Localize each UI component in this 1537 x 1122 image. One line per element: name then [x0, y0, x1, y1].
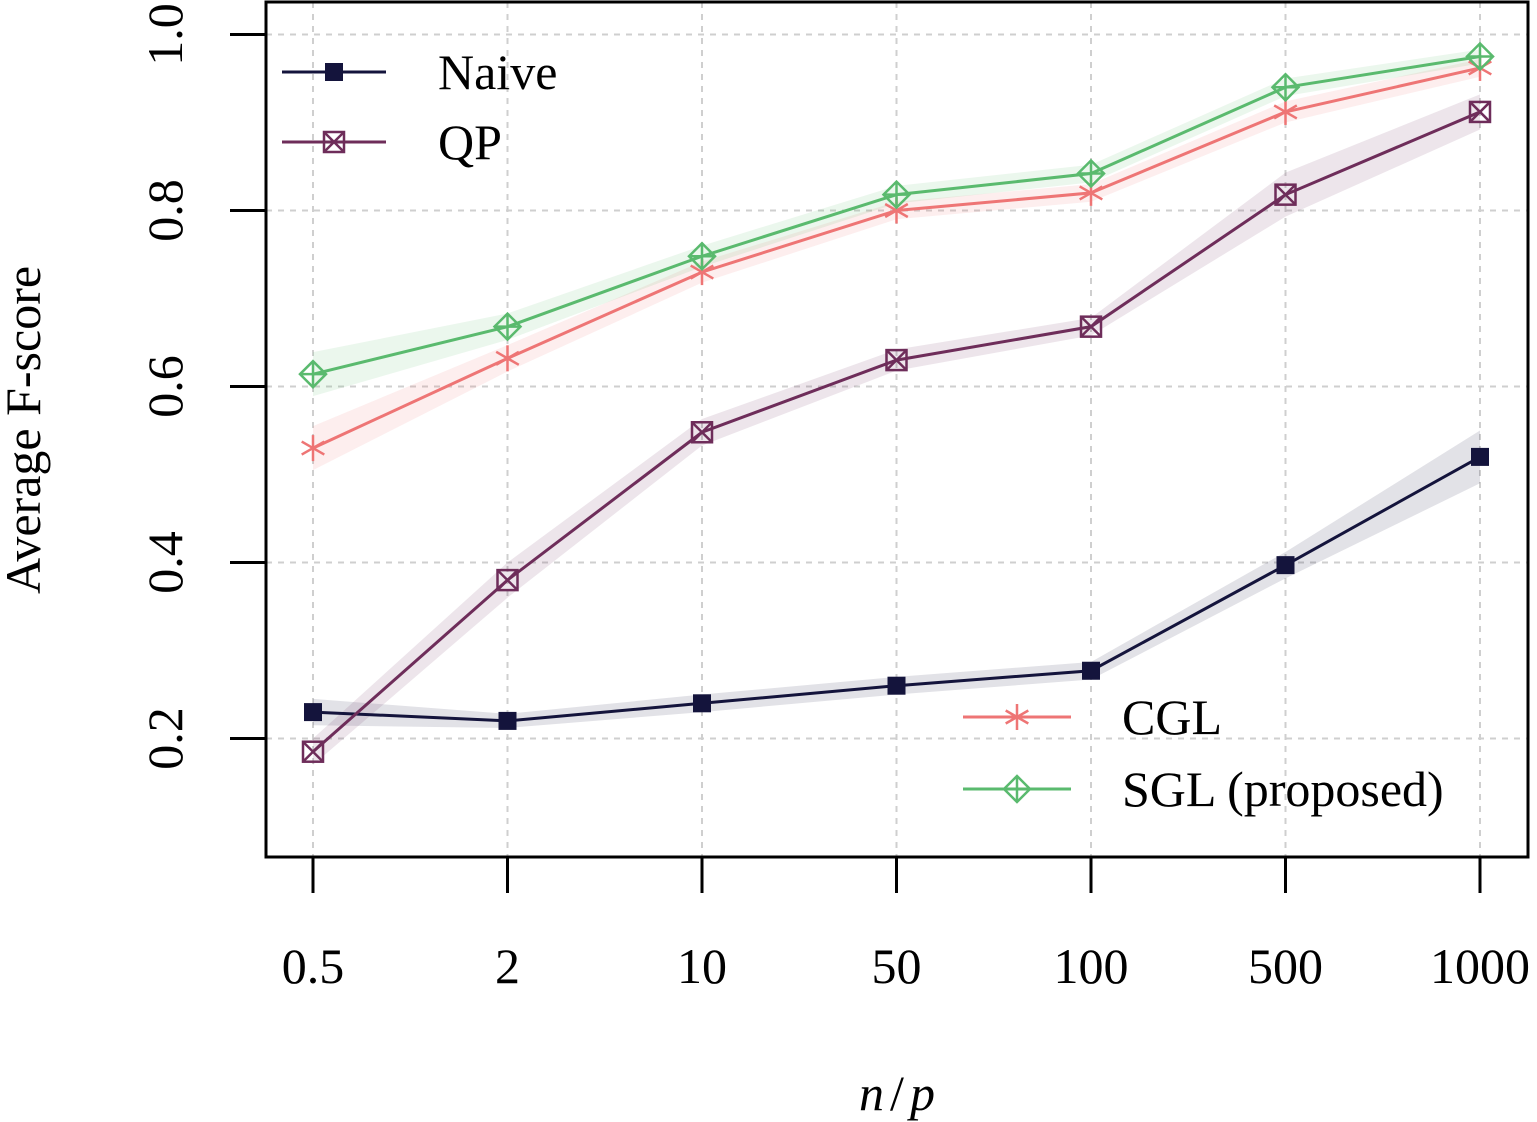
point-naive	[887, 676, 906, 695]
legend: Naive QP CGL SGL (proposed)	[282, 44, 1444, 817]
x-axis-title: n / p	[859, 1065, 935, 1121]
point-qp	[1274, 183, 1297, 206]
y-tick-label: 0.4	[137, 531, 193, 594]
point-qp	[1079, 315, 1103, 338]
legend-item-naive: Naive	[282, 44, 557, 100]
point-sgl-proposed	[298, 359, 328, 389]
point-qp	[301, 740, 325, 763]
legend-item-sgl-proposed: SGL (proposed)	[963, 761, 1444, 817]
legend-label: QP	[438, 114, 502, 170]
legend-item-cgl: CGL	[963, 689, 1222, 745]
point-qp	[690, 421, 714, 444]
legend-label: CGL	[1122, 689, 1222, 745]
point-sgl-proposed	[1076, 158, 1106, 189]
band-cgl	[313, 59, 1480, 471]
point-qp	[496, 568, 519, 592]
band-sgl-proposed	[313, 49, 1480, 397]
legend-marker	[322, 130, 346, 154]
point-cgl	[495, 345, 520, 372]
legend-item-qp: QP	[282, 114, 502, 170]
point-sgl-proposed	[687, 241, 717, 272]
x-tick-label: 2	[495, 938, 520, 994]
point-naive	[498, 711, 517, 730]
point-cgl	[301, 435, 325, 462]
y-tick-label: 0.8	[137, 179, 193, 242]
x-tick-label: 100	[1054, 938, 1129, 994]
x-tick-label: 1000	[1430, 938, 1530, 994]
legend-marker	[325, 63, 343, 81]
point-naive	[693, 694, 711, 713]
legend-marker	[1002, 774, 1032, 804]
point-naive	[1276, 556, 1295, 575]
x-axis-title-p: p	[907, 1065, 935, 1121]
y-tick-label: 1.0	[137, 3, 193, 66]
point-sgl-proposed	[1465, 41, 1495, 72]
x-tick-label: 500	[1248, 938, 1323, 994]
y-tick-label: 0.2	[137, 707, 193, 770]
point-qp	[885, 348, 908, 372]
point-sgl-proposed	[1270, 72, 1301, 103]
y-axis-title: Average F-score	[0, 266, 51, 594]
x-tick-label: 10	[677, 938, 727, 994]
point-naive	[1471, 447, 1489, 466]
x-axis-title-slash: /	[890, 1065, 904, 1121]
y-axis: 0.2 0.4 0.6 0.8 1.0	[137, 3, 266, 770]
point-cgl	[1273, 98, 1298, 125]
point-sgl-proposed	[492, 311, 523, 342]
point-naive	[304, 703, 322, 722]
band-naive	[313, 430, 1480, 728]
x-axis: 0.5 2 10 50 100 500 1000	[282, 857, 1530, 994]
legend-label: Naive	[438, 44, 557, 100]
x-tick-label: 0.5	[282, 938, 345, 994]
x-axis-title-n: n	[859, 1065, 884, 1121]
series-markers	[298, 41, 1495, 763]
legend-marker	[1005, 704, 1029, 730]
point-sgl-proposed	[881, 179, 912, 210]
x-tick-label: 50	[872, 938, 922, 994]
point-naive	[1082, 661, 1100, 680]
point-qp	[1468, 100, 1492, 124]
y-tick-label: 0.6	[137, 355, 193, 418]
legend-label: SGL (proposed)	[1122, 761, 1444, 817]
